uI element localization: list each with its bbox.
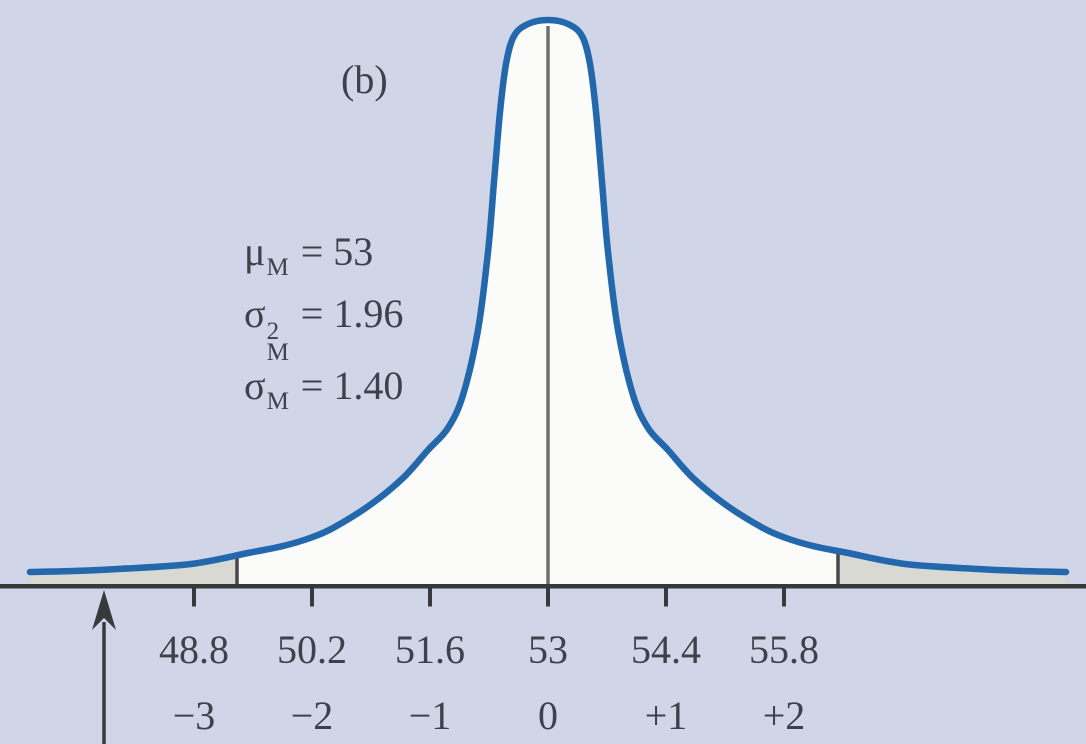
x-tick-label: 48.8	[159, 627, 229, 672]
param-mean: μM = 53	[244, 229, 374, 281]
sigma-subscript: M	[266, 338, 289, 366]
sigma-symbol: σ	[244, 291, 266, 336]
x-tick-label: 55.8	[749, 627, 819, 672]
z-score-label: 0	[538, 693, 558, 738]
z-score-label: +1	[644, 693, 688, 738]
arrow-head-icon	[92, 590, 116, 630]
mu-value: = 53	[300, 229, 374, 274]
sample-mean-arrow	[92, 590, 116, 744]
x-tick-label: 53	[528, 627, 568, 672]
sigma-subscript: M	[266, 388, 289, 415]
x-axis-line	[0, 584, 1086, 589]
se-value: = 1.40	[300, 363, 404, 408]
mu-symbol: μ	[244, 229, 266, 274]
x-tick-label: 50.2	[277, 627, 347, 672]
axis-ticks	[192, 588, 786, 607]
sigma-symbol: σ	[244, 363, 266, 408]
mu-subscript: M	[266, 254, 289, 281]
z-score-label: +2	[762, 693, 806, 738]
panel-label: (b)	[341, 57, 388, 102]
variance-value: = 1.96	[300, 291, 404, 336]
x-tick-label: 54.4	[631, 627, 701, 672]
z-score-label: −1	[408, 693, 452, 738]
param-variance: σ 2 M = 1.96	[244, 291, 404, 366]
sigma-superscript: 2	[266, 318, 280, 345]
right-tail-shaded-region	[838, 551, 1066, 584]
distribution-curve	[26, 16, 1070, 576]
x-tick-label: 51.6	[395, 627, 465, 672]
param-standard-error: σM = 1.40	[244, 363, 404, 415]
z-score-label: −2	[290, 693, 334, 738]
z-score-label: −3	[172, 693, 216, 738]
